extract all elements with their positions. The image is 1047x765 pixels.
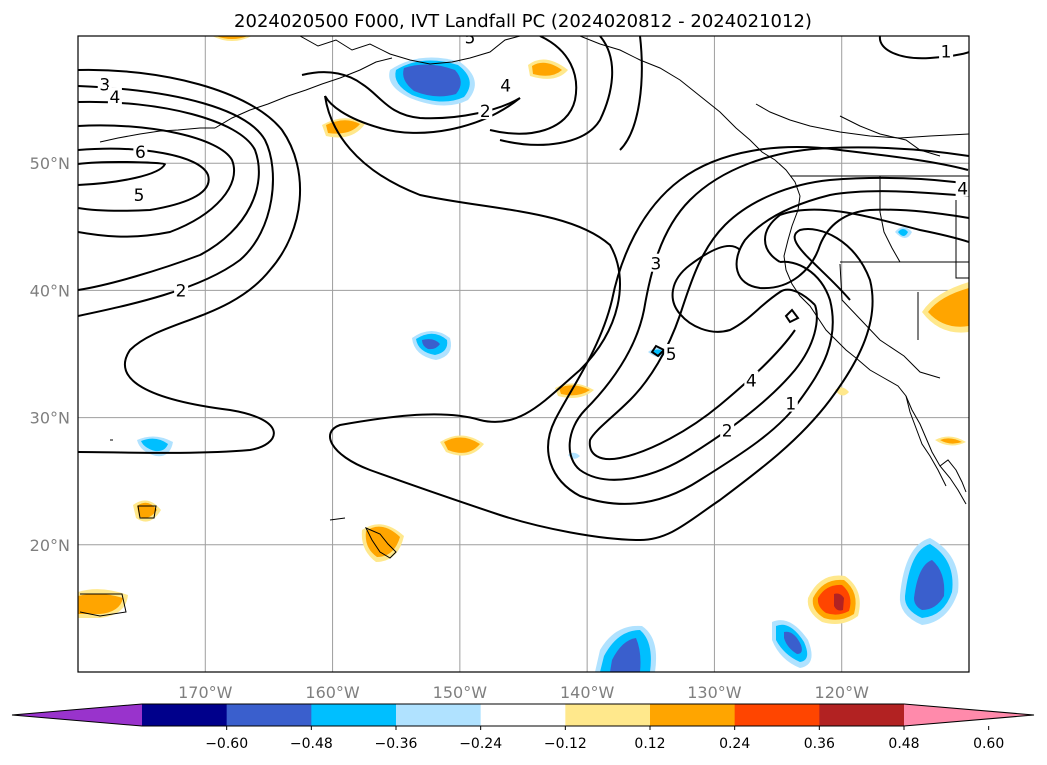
- contour-label-bg: [174, 280, 189, 299]
- x-tick-label: 160°W: [305, 683, 360, 702]
- contour-label-bg: [939, 41, 954, 60]
- contour-label: 3: [99, 75, 110, 95]
- x-tick-label: 140°W: [560, 683, 615, 702]
- colorbar-tick-labels: −0.60 −0.48 −0.36 −0.24 −0.12 0.12 0.24 0.36 0.4…: [205, 726, 1004, 752]
- contour-label: 5: [134, 186, 145, 206]
- colorbar-tick-label: 0.12: [634, 736, 665, 752]
- contour-label: 2: [176, 281, 187, 301]
- contour-label: 4: [500, 77, 511, 97]
- contour-label: 4: [957, 180, 968, 200]
- contour-label-bg: [744, 370, 759, 389]
- colorbar-segment: [819, 704, 905, 726]
- colorbar-tick-label: 0.24: [719, 736, 750, 752]
- contour-label: 2: [480, 102, 491, 122]
- colorbar-segment: [650, 704, 736, 726]
- colorbar-tick-label: −0.60: [205, 736, 248, 752]
- x-tick-label: 120°W: [815, 683, 870, 702]
- map-frame: [77, 35, 970, 673]
- contour-label: 4: [109, 88, 120, 108]
- contour-label: 6: [135, 143, 146, 163]
- contour-label-bg: [720, 420, 735, 439]
- contour-label-bg: [132, 185, 147, 203]
- contour-label: 4: [746, 372, 757, 392]
- y-tick-labels: 20°N 30°N 40°N 50°N: [30, 154, 70, 555]
- colorbar-tick-label: −0.12: [544, 736, 587, 752]
- contour-label-bg: [133, 141, 148, 160]
- contour-label: 5: [666, 345, 677, 365]
- contour-label-bg: [478, 101, 493, 120]
- colorbar-extend-high: [904, 704, 1034, 726]
- colorbar-segment: [734, 704, 820, 726]
- blob-negative-34n-152w: [412, 331, 452, 360]
- blob-negative-17n-115w: [899, 538, 959, 625]
- blob-negative-14n-124w: [772, 620, 812, 668]
- x-tick-label: 130°W: [687, 683, 742, 702]
- blob-negative-28n-173w: [137, 436, 173, 457]
- colorbar-tick-label: −0.24: [459, 736, 502, 752]
- contour-label: 2: [722, 421, 733, 441]
- x-tick-label: 150°W: [433, 683, 488, 702]
- colorbar-segment: [565, 704, 651, 726]
- colorbar-segment: [226, 704, 312, 726]
- colorbar: [11, 703, 1035, 727]
- colorbar-segment: [311, 704, 397, 726]
- contour-label: 3: [650, 255, 661, 275]
- contour-label-bg: [498, 75, 513, 94]
- colorbar-tick-label: 0.48: [888, 736, 919, 752]
- map-background: [78, 36, 969, 672]
- colorbar-segment: [142, 704, 228, 726]
- colorbar-extend-low: [12, 704, 142, 726]
- contour-label-bg: [783, 393, 798, 412]
- blob-gulf-of-alaska-negative: [389, 57, 475, 106]
- blob-positive-small: [78, 36, 966, 618]
- contour-label: 5: [465, 28, 476, 48]
- colorbar-tick-label: −0.48: [290, 736, 333, 752]
- contour-label-bg: [955, 178, 969, 197]
- y-tick-label: 30°N: [30, 409, 70, 428]
- contour-label-bg: [664, 344, 679, 362]
- colorbar-segment: [396, 704, 482, 726]
- y-tick-label: 20°N: [30, 536, 70, 555]
- contour-label-bg: [648, 253, 663, 272]
- blob-positive-12n-120w: [807, 575, 860, 624]
- chart-title: 2024020500 F000, IVT Landfall PC (202402…: [234, 11, 812, 32]
- contour-lines: [78, 36, 969, 542]
- contour-label: 1: [785, 395, 796, 415]
- gridlines: [78, 36, 969, 672]
- x-tick-labels: 170°W 160°W 150°W 140°W 130°W 120°W: [178, 683, 869, 702]
- blob-positive-40n-111w: [922, 282, 969, 333]
- y-tick-label: 50°N: [30, 154, 70, 173]
- contour-label: 1: [941, 42, 952, 62]
- colorbar-tick-label: 0.36: [804, 736, 835, 752]
- contour-label-bg: [463, 36, 478, 46]
- contour-label-bg: [107, 87, 122, 106]
- colorbar-segment: [480, 704, 566, 726]
- shaded-regions: [78, 36, 969, 672]
- colorbar-tick-label: 0.60: [973, 736, 1004, 752]
- colorbar-outline: [11, 703, 1035, 727]
- x-tick-label: 170°W: [178, 683, 233, 702]
- colorbar-tick-label: −0.36: [375, 736, 418, 752]
- y-tick-label: 40°N: [30, 281, 70, 300]
- blob-negative-12n-136w: [595, 625, 657, 672]
